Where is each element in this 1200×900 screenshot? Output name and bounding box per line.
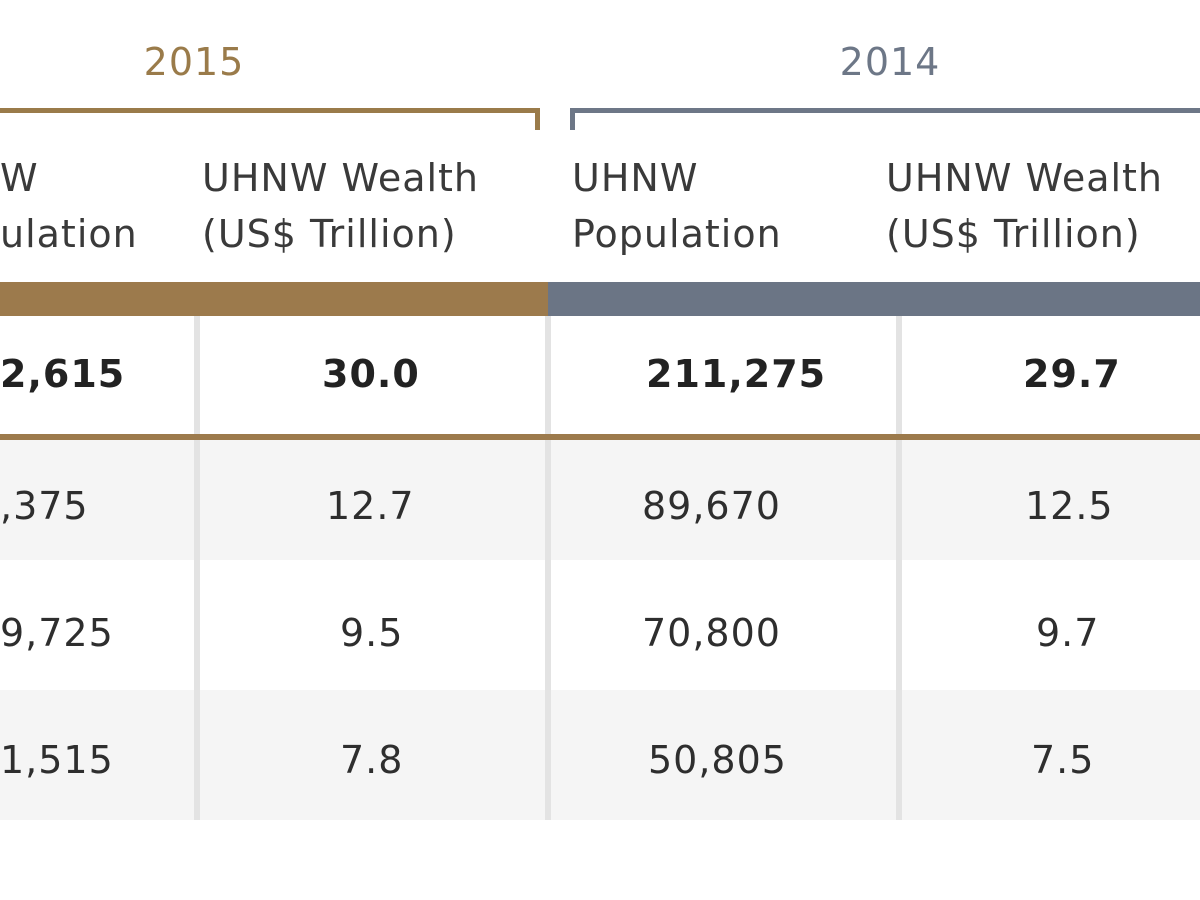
cell-r2-c3: 9.7 bbox=[1036, 611, 1100, 655]
col-header-pop-2015-line2: ulation bbox=[0, 212, 138, 256]
column-divider bbox=[194, 440, 200, 820]
cell-r1-c0: ,375 bbox=[0, 484, 89, 528]
column-divider bbox=[545, 316, 551, 434]
cell-r2-c1: 9.5 bbox=[340, 611, 404, 655]
table-row bbox=[0, 316, 1200, 434]
cell-r2-c2: 70,800 bbox=[642, 611, 781, 655]
band-2014 bbox=[548, 282, 1200, 316]
col-header-wealth-2015-line1: UHNW Wealth bbox=[202, 156, 480, 200]
table-row bbox=[0, 560, 1200, 690]
table-row bbox=[0, 440, 1200, 560]
column-divider bbox=[194, 316, 200, 434]
cell-r2-c0: 9,725 bbox=[0, 611, 114, 655]
col-header-wealth-2014-line2: (US$ Trillion) bbox=[886, 212, 1141, 256]
col-header-wealth-2014-line1: UHNW Wealth bbox=[886, 156, 1164, 200]
column-divider bbox=[896, 316, 902, 434]
bracket-2014 bbox=[570, 108, 1200, 130]
column-divider bbox=[545, 440, 551, 820]
cell-r0-c3: 29.7 bbox=[1023, 352, 1121, 396]
column-divider bbox=[896, 440, 902, 820]
cell-r1-c1: 12.7 bbox=[326, 484, 415, 528]
cell-r0-c2: 211,275 bbox=[646, 352, 827, 396]
col-header-wealth-2015-line2: (US$ Trillion) bbox=[202, 212, 457, 256]
year-label-2014: 2014 bbox=[839, 40, 941, 84]
cell-r3-c0: 1,515 bbox=[0, 738, 114, 782]
col-header-pop-2014-line1: UHNW bbox=[572, 156, 699, 200]
cell-r0-c0: 2,615 bbox=[0, 352, 126, 396]
col-header-pop-2014-line2: Population bbox=[572, 212, 782, 256]
cell-r1-c3: 12.5 bbox=[1025, 484, 1114, 528]
band-2015 bbox=[0, 282, 548, 316]
cell-r3-c2: 50,805 bbox=[648, 738, 787, 782]
cell-r0-c1: 30.0 bbox=[322, 352, 420, 396]
year-label-2015: 2015 bbox=[143, 40, 245, 84]
total-divider bbox=[0, 434, 1200, 440]
table-row bbox=[0, 690, 1200, 820]
col-header-pop-2015-line1: W bbox=[0, 156, 39, 200]
cell-r3-c3: 7.5 bbox=[1031, 738, 1095, 782]
cell-r3-c1: 7.8 bbox=[340, 738, 404, 782]
bracket-2015 bbox=[0, 108, 540, 130]
cell-r1-c2: 89,670 bbox=[642, 484, 781, 528]
